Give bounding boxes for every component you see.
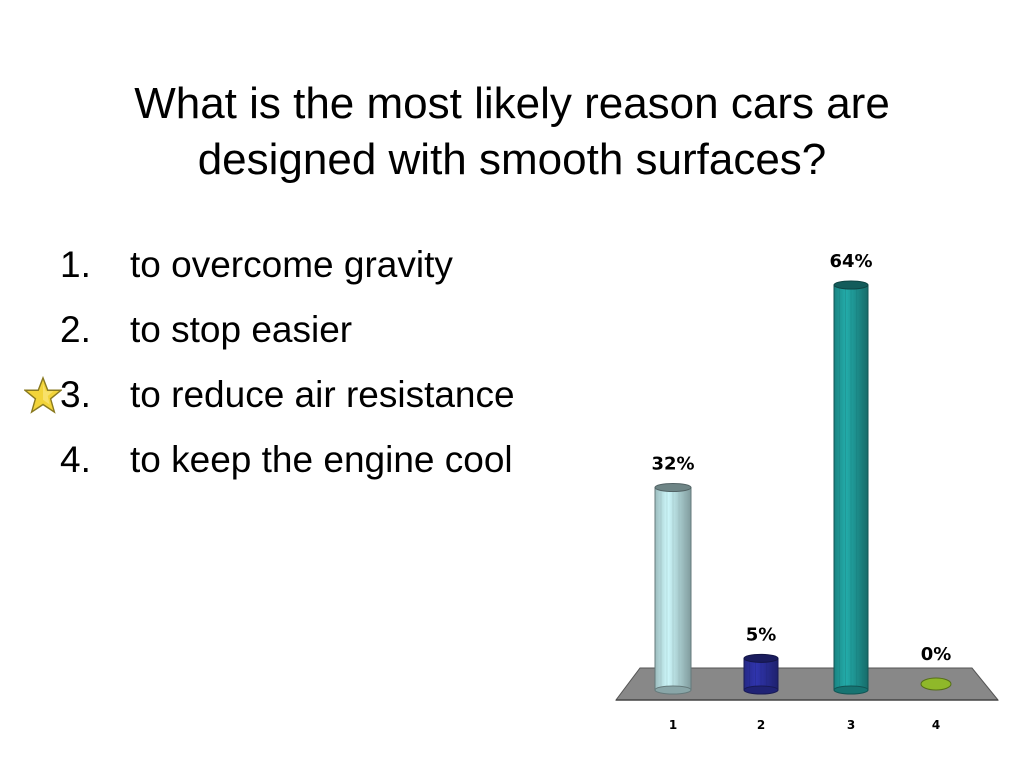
chart-bar-3 (833, 280, 869, 695)
question-title-line-1: What is the most likely reason cars are (134, 79, 890, 128)
option-text: to stop easier (130, 309, 353, 350)
chart-bar-1 (654, 483, 692, 695)
option-text: to keep the engine cool (130, 439, 513, 480)
option-number: 1. (60, 244, 91, 285)
chart-bar-4 (920, 677, 952, 691)
x-tick-label-2: 2 (757, 718, 765, 732)
data-label-3: 64% (829, 251, 872, 272)
data-label-4: 0% (921, 644, 952, 665)
option-text: to overcome gravity (130, 244, 453, 285)
option-number: 2. (60, 309, 91, 350)
results-bar-chart: 32% 1 5% 2 64% 3 0% 4 (615, 251, 1000, 732)
option-number: 3. (60, 374, 91, 415)
x-tick-label-3: 3 (847, 718, 855, 732)
question-title-line-2: designed with smooth surfaces? (197, 135, 827, 184)
data-label-1: 32% (651, 454, 694, 475)
question-title: What is the most likely reason cars are … (40, 76, 984, 188)
data-label-2: 5% (746, 624, 777, 645)
option-number: 4. (60, 439, 91, 480)
x-tick-label-1: 1 (669, 718, 677, 732)
star-icon (24, 376, 62, 414)
chart-bar-2 (743, 653, 779, 695)
option-text: to reduce air resistance (130, 374, 515, 415)
x-tick-label-4: 4 (932, 718, 940, 732)
